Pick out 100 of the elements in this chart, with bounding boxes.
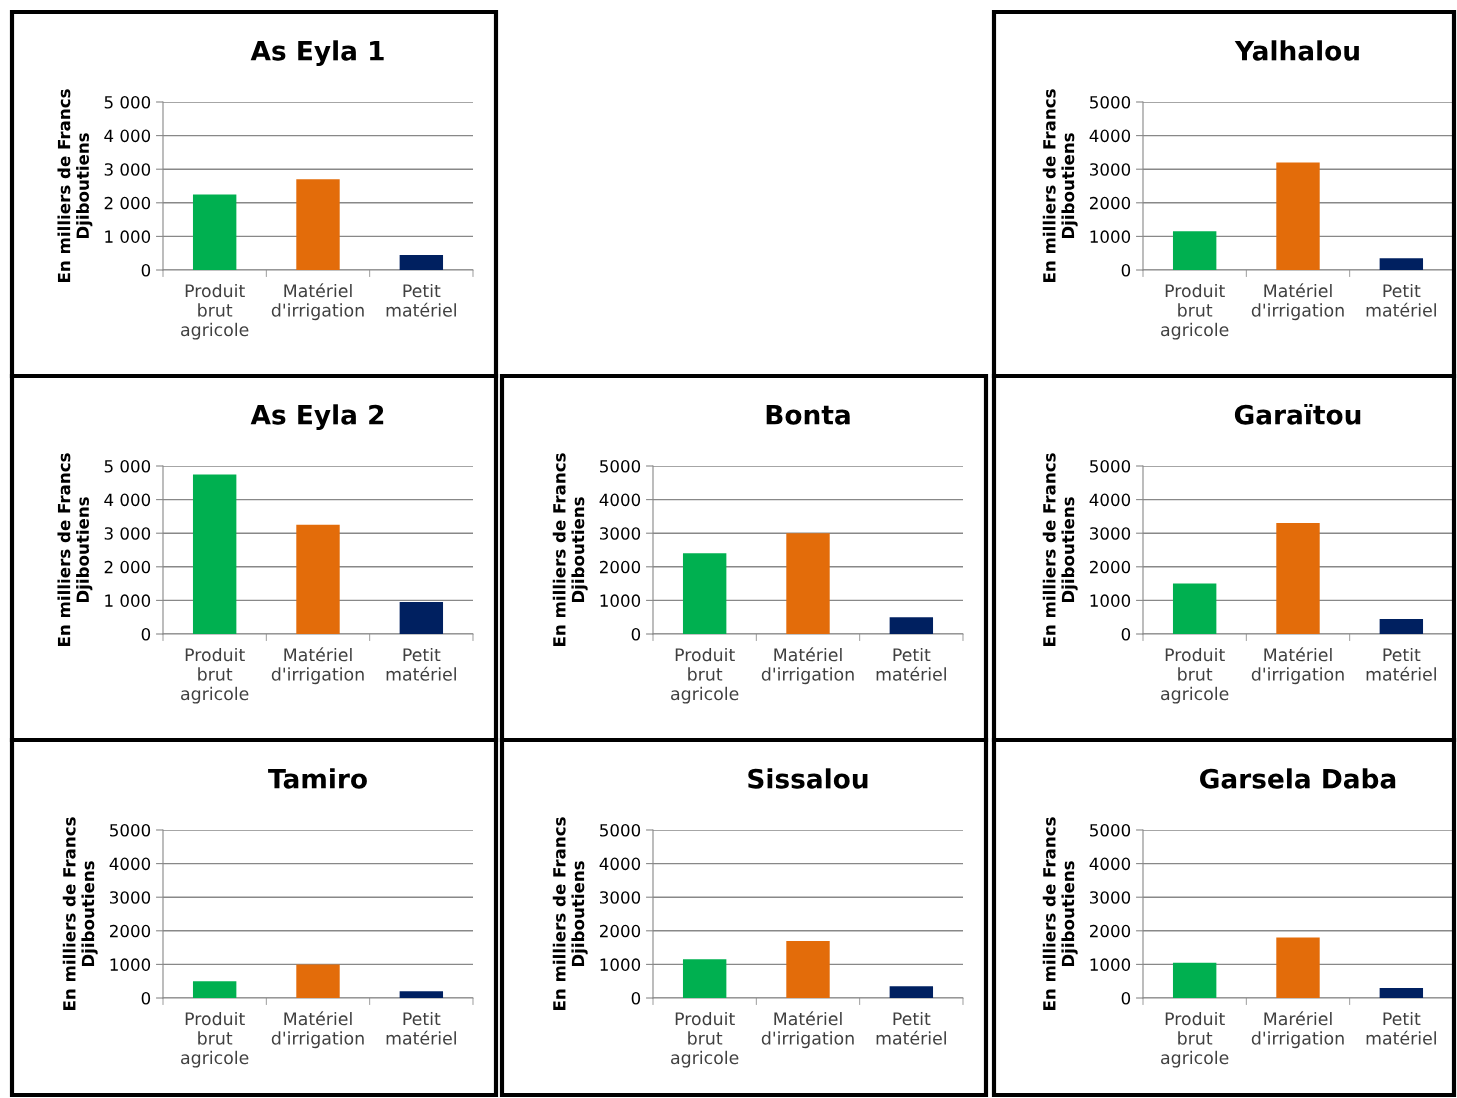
y-tick-label: 3000 (1090, 163, 1131, 176)
y-tick-label: 2000 (110, 924, 151, 938)
y-tick-label: 4000 (1089, 493, 1131, 507)
bar (192, 981, 237, 998)
y-tick-label: 1000 (600, 594, 641, 607)
bar (786, 940, 830, 998)
x-tick-label: Matériel d'irrigation (1251, 647, 1344, 685)
y-tick-label: 5 000 (104, 95, 151, 109)
bar (1276, 162, 1320, 270)
y-tick-label: 1000 (600, 958, 641, 971)
bar (682, 959, 727, 998)
y-tick-label: 4000 (599, 857, 641, 871)
y-axis-title: En milliers de Francs Djiboutiens (62, 817, 98, 1010)
chart-title: Garsela Daba (1200, 768, 1396, 789)
x-tick-label: Petit matériel (386, 647, 456, 681)
bar (1379, 987, 1424, 998)
bar (889, 617, 934, 634)
y-tick-label: 5000 (1090, 823, 1131, 837)
bar (682, 553, 727, 634)
bar (1276, 937, 1320, 998)
bar (1172, 231, 1217, 270)
y-axis-title: En milliers de Francs Djiboutiens (57, 89, 93, 282)
y-tick-label: 4000 (109, 857, 151, 871)
bar (1276, 523, 1320, 634)
y-tick-label: 5000 (600, 459, 641, 473)
x-tick-label: Produit brut agricole (1161, 1011, 1229, 1068)
y-tick-label: 3000 (1090, 891, 1131, 904)
y-tick-label: 1000 (1090, 230, 1131, 243)
y-tick-label: 2000 (600, 560, 641, 574)
y-tick-label: 2000 (1090, 196, 1131, 210)
x-tick-label: Petit matériel (1366, 647, 1436, 681)
y-tick-label: 1000 (110, 958, 151, 971)
x-tick-label: Petit matériel (386, 283, 456, 317)
chart-title: Bonta (766, 405, 850, 425)
y-tick-label: 3000 (110, 891, 151, 904)
y-tick-label: 5000 (600, 823, 641, 837)
y-tick-label: 5000 (110, 823, 151, 837)
bar (296, 964, 340, 998)
x-tick-label: Matériel d'irrigation (761, 647, 854, 685)
chart-title: Tamiro (268, 768, 367, 789)
chart-title: Yalhalou (1234, 40, 1359, 61)
bar (1379, 618, 1424, 634)
bar (786, 533, 830, 634)
y-tick-label: 0 (1121, 263, 1131, 277)
y-tick-label: 3 000 (104, 163, 151, 176)
x-tick-label: Matériel d'irrigation (271, 1011, 364, 1049)
y-tick-label: 2000 (1090, 560, 1131, 574)
chart-title: As Eyla 1 (250, 40, 384, 67)
x-tick-label: Produit brut agricole (1161, 283, 1229, 340)
y-axis-title: En milliers de Francs Djiboutiens (1042, 453, 1078, 646)
bar (296, 179, 340, 270)
y-axis-title: En milliers de Francs Djiboutiens (1042, 89, 1078, 282)
y-tick-label: 0 (1121, 627, 1131, 641)
y-tick-label: 3000 (1090, 527, 1131, 540)
y-axis-title: En milliers de Francs Djiboutiens (552, 817, 588, 1010)
y-tick-label: 2 000 (104, 560, 151, 574)
y-tick-label: 4000 (1089, 129, 1131, 143)
y-tick-label: 4000 (599, 493, 641, 507)
y-tick-label: 0 (1121, 991, 1131, 1005)
y-tick-label: 5000 (1090, 459, 1131, 473)
y-tick-label: 0 (141, 627, 151, 641)
x-tick-label: Produit brut agricole (671, 1011, 739, 1068)
x-tick-label: Matériel d'irrigation (271, 283, 364, 321)
x-tick-label: Matériel d'irrigation (1251, 283, 1344, 321)
y-tick-label: 4 000 (104, 493, 151, 507)
y-tick-label: 4 000 (104, 129, 151, 143)
x-tick-label: Marériel d'irrigation (1251, 1011, 1344, 1049)
y-tick-label: 1 000 (105, 230, 151, 243)
x-tick-label: Produit brut agricole (181, 1011, 249, 1068)
y-tick-label: 0 (141, 263, 151, 277)
y-axis-title: En milliers de Francs Djiboutiens (57, 453, 93, 646)
x-tick-label: Produit brut agricole (1161, 647, 1229, 704)
bar (192, 194, 237, 270)
x-tick-label: Produit brut agricole (181, 283, 249, 340)
bar (399, 991, 444, 998)
y-axis-title: En milliers de Francs Djiboutiens (552, 453, 588, 646)
chart-title: As Eyla 2 (250, 404, 384, 431)
x-tick-label: Petit matériel (876, 647, 946, 681)
y-tick-label: 3000 (600, 527, 641, 540)
x-tick-label: Produit brut agricole (671, 647, 739, 704)
bar (1172, 962, 1217, 998)
bar (1172, 583, 1217, 634)
bar (399, 602, 444, 634)
y-tick-label: 5 000 (104, 459, 151, 473)
x-tick-label: Matériel d'irrigation (761, 1011, 854, 1049)
bar (296, 524, 340, 634)
x-tick-label: Petit matériel (386, 1011, 456, 1045)
y-tick-label: 2 000 (104, 196, 151, 210)
bar (889, 986, 934, 998)
y-tick-label: 1 000 (105, 594, 151, 607)
y-tick-label: 1000 (1090, 958, 1131, 971)
y-tick-label: 0 (631, 991, 641, 1005)
bar (399, 254, 444, 270)
bar (1379, 258, 1424, 270)
bar (192, 474, 237, 634)
y-tick-label: 0 (631, 627, 641, 641)
x-tick-label: Petit matériel (876, 1011, 946, 1045)
y-tick-label: 3 000 (104, 527, 151, 540)
y-tick-label: 4000 (1089, 857, 1131, 871)
y-tick-label: 2000 (600, 924, 641, 938)
